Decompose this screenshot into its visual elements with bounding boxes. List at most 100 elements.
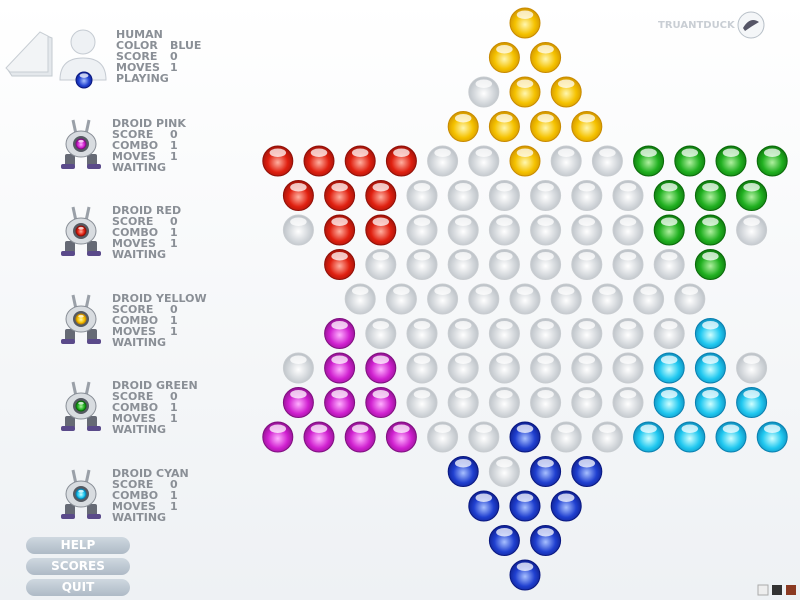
marble-shine: [331, 321, 348, 330]
marble-shine: [454, 390, 472, 399]
stat-value: 0: [170, 50, 178, 63]
marble-shine: [578, 183, 596, 192]
marble-shine: [454, 252, 472, 261]
player-name: DROID YELLOW: [112, 292, 207, 305]
marble-shine: [743, 183, 760, 192]
droid-foot: [61, 339, 75, 344]
droid-foot: [87, 339, 101, 344]
stat-label: COMBO: [112, 489, 159, 502]
marble-shine: [496, 183, 513, 192]
stat-label: MOVES: [112, 500, 156, 513]
marble-shine: [516, 10, 534, 19]
stat-label: SCORE: [112, 390, 154, 403]
stat-label: MOVES: [112, 150, 156, 163]
marble-shine: [619, 355, 637, 364]
stat-label: MOVES: [112, 237, 156, 250]
marble-shine: [372, 217, 390, 226]
marble-shine: [578, 217, 596, 226]
marble-shine: [331, 355, 348, 364]
player-name: HUMAN: [116, 28, 163, 41]
marble-shine: [599, 148, 616, 157]
droid-foot: [61, 514, 75, 519]
stat-label: COMBO: [112, 226, 159, 239]
marble-shine: [351, 148, 369, 157]
droid-leg: [65, 154, 75, 166]
marble-shine: [640, 148, 657, 157]
marble-shine: [454, 459, 472, 468]
marble-shine: [660, 217, 678, 226]
marble-shine: [78, 401, 84, 405]
marble-shine: [763, 148, 781, 157]
marble-shine: [454, 355, 472, 364]
marble-shine: [578, 390, 596, 399]
marble-shine: [722, 424, 740, 433]
droid-foot: [61, 426, 75, 431]
marble-shine: [413, 355, 431, 364]
stat-value: 1: [170, 412, 178, 425]
droid-foot: [87, 514, 101, 519]
marble-shine: [722, 148, 740, 157]
player-status: WAITING: [112, 161, 167, 174]
marble-shine: [557, 286, 575, 295]
marble-shine: [331, 183, 348, 192]
marble-shine: [475, 424, 493, 433]
marble-shine: [393, 286, 410, 295]
marble-shine: [537, 459, 554, 468]
marble-shine: [475, 148, 493, 157]
player-status: WAITING: [112, 423, 167, 436]
theme-dark[interactable]: [772, 585, 782, 595]
marble-shine: [619, 217, 637, 226]
marble-shine: [413, 321, 431, 330]
marble-shine: [351, 424, 369, 433]
marble-shine: [290, 390, 307, 399]
marble-shine: [434, 286, 451, 295]
droid-leg: [65, 416, 75, 428]
marble-shine: [681, 286, 699, 295]
droid-leg: [65, 241, 75, 253]
droid-foot: [87, 426, 101, 431]
marble-shine: [578, 321, 596, 330]
stat-value: 1: [170, 489, 178, 502]
marble-shine: [702, 217, 719, 226]
marble-shine: [578, 355, 596, 364]
menu-button[interactable]: QUIT: [26, 579, 130, 596]
player-name: DROID PINK: [112, 117, 186, 130]
marble-shine: [290, 355, 307, 364]
menu-button[interactable]: SCORES: [26, 558, 130, 575]
marble-shine: [619, 183, 637, 192]
marble-shine: [557, 148, 575, 157]
marble-shine: [557, 493, 575, 502]
human-avatar: [59, 29, 107, 81]
marble-shine: [660, 390, 678, 399]
stat-label: SCORE: [112, 303, 154, 316]
marble-shine: [516, 493, 534, 502]
marble-shine: [351, 286, 369, 295]
marble-shine: [496, 217, 513, 226]
stat-value: 0: [170, 303, 178, 316]
marble-shine: [557, 79, 575, 88]
droid-foot: [87, 164, 101, 169]
stat-value: 1: [170, 401, 178, 414]
marble-shine: [516, 79, 534, 88]
marble-shine: [743, 217, 760, 226]
marble-shine: [557, 424, 575, 433]
undo-button[interactable]: [5, 31, 53, 77]
theme-light[interactable]: [757, 584, 769, 596]
menu-button[interactable]: HELP: [26, 537, 130, 554]
marble-shine: [763, 424, 781, 433]
marble-shine: [78, 226, 84, 230]
marble-shine: [660, 355, 678, 364]
player-status: WAITING: [112, 248, 167, 261]
marble-shine: [496, 355, 513, 364]
marble-shine: [496, 114, 513, 123]
player-status: WAITING: [112, 511, 167, 524]
marble-shine: [413, 183, 431, 192]
marble-shine: [496, 45, 513, 54]
droid-leg: [65, 504, 75, 516]
marble-shine: [516, 286, 534, 295]
stat-label: MOVES: [116, 61, 160, 74]
theme-wood[interactable]: [786, 585, 796, 595]
marble-shine: [496, 252, 513, 261]
marble-shine: [454, 183, 472, 192]
